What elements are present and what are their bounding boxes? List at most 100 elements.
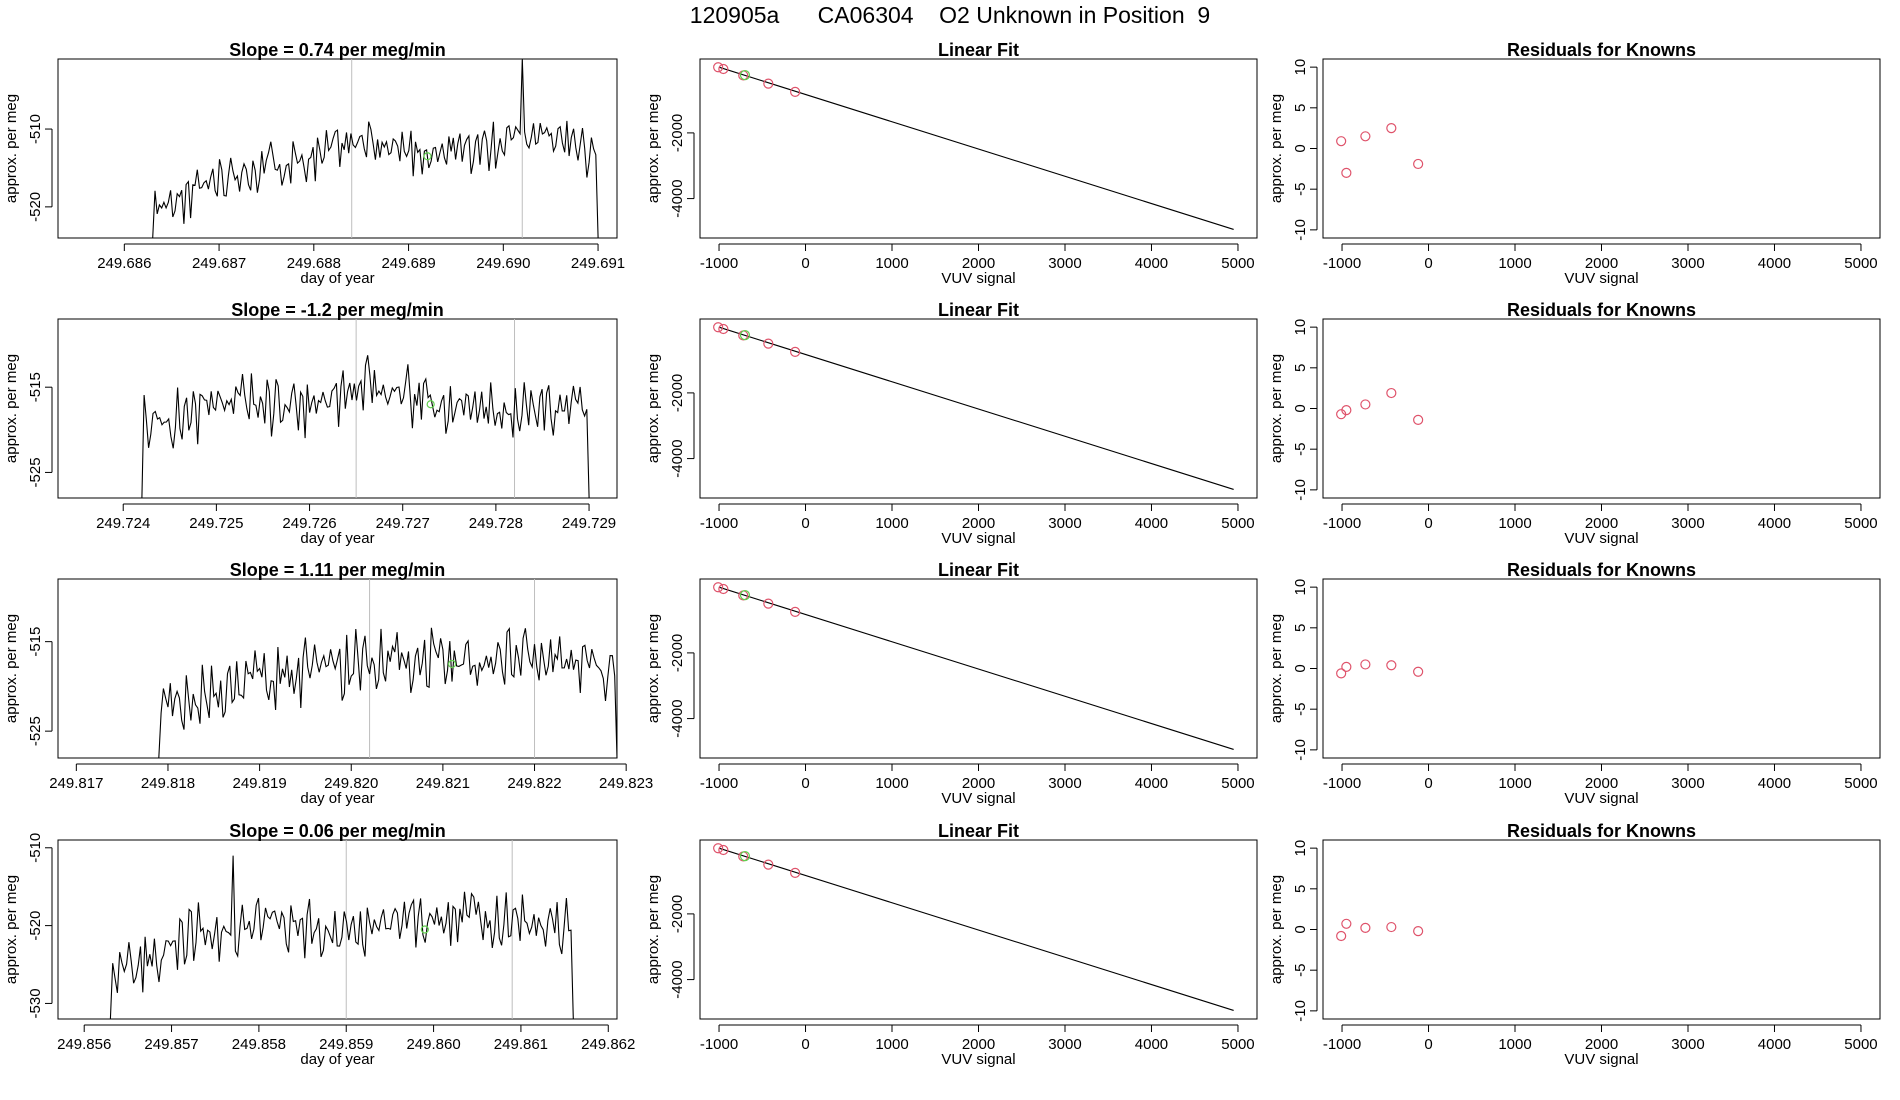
fit-3-y-tick-label: -4000	[669, 699, 686, 737]
timeseries-1-y-tick-label: -510	[27, 114, 44, 144]
timeseries-2-unknown-marker	[426, 400, 435, 409]
fit-3-x-axis-label: VUV signal	[941, 790, 1015, 807]
residuals-2-y-tick-label: 0	[1292, 404, 1309, 412]
timeseries-3-y-tick-label: -525	[27, 716, 44, 746]
timeseries-1-series-line	[152, 58, 599, 239]
fit-2-known-point	[713, 322, 724, 333]
residuals-2-x-tick-label: -1000	[1323, 515, 1361, 532]
fit-1-x-tick-label: 0	[801, 255, 809, 272]
timeseries-4-x-tick-label: 249.862	[581, 1036, 635, 1053]
residuals-2-x-tick-label: 0	[1424, 515, 1432, 532]
residuals-1-y-axis-label: approx. per meg	[1268, 94, 1285, 203]
fit-3-plot-frame	[699, 578, 1258, 759]
timeseries-4-x-tick-label: 249.857	[144, 1036, 198, 1053]
residuals-1-x-tick-label: 3000	[1671, 255, 1704, 272]
timeseries-3-y-axis-label: approx. per meg	[3, 614, 20, 723]
fit-4-x-tick-label: 5000	[1221, 1036, 1254, 1053]
residuals-1-y-tick-label: 0	[1292, 144, 1309, 152]
fit-4-y-tick-label: -2000	[669, 895, 686, 933]
timeseries-4-x-tick-label: 249.861	[494, 1036, 548, 1053]
fit-1-y-axis-label: approx. per meg	[645, 94, 662, 203]
fit-4-x-tick-label: 4000	[1135, 1036, 1168, 1053]
residuals-2-y-tick-label: 5	[1292, 364, 1309, 372]
fit-1-known-point	[763, 78, 774, 89]
residuals-1-x-tick-label: 5000	[1844, 255, 1877, 272]
residuals-4-x-tick-label: -1000	[1323, 1036, 1361, 1053]
timeseries-2-y-tick-label: -525	[27, 457, 44, 487]
fit-1-x-tick-label: 5000	[1221, 255, 1254, 272]
timeseries-1-unknown-marker	[423, 152, 432, 161]
timeseries-1-y-tick-label: -520	[27, 192, 44, 222]
residuals-1-residual-point	[1360, 131, 1371, 142]
residuals-1-x-tick-label: 2000	[1585, 255, 1618, 272]
timeseries-1-x-tick-label: 249.687	[192, 255, 246, 272]
residuals-2-residual-point	[1341, 405, 1352, 416]
fit-4-known-point	[790, 867, 801, 878]
page-title: 120905a CA06304 O2 Unknown in Position 9	[689, 2, 1211, 28]
residuals-1-y-tick-label: -5	[1292, 183, 1309, 196]
fit-4-x-tick-label: 1000	[875, 1036, 908, 1053]
timeseries-2-plot-frame	[57, 318, 618, 499]
fit-4-x-tick-label: 2000	[962, 1036, 995, 1053]
residuals-3-plot-frame	[1322, 578, 1881, 759]
residuals-1-title: Residuals for Knowns	[1507, 40, 1696, 60]
fit-4-title: Linear Fit	[938, 821, 1019, 841]
fit-2-x-tick-label: 0	[801, 515, 809, 532]
residuals-1-x-tick-label: 1000	[1498, 255, 1531, 272]
residuals-3-y-axis-label: approx. per meg	[1268, 614, 1285, 723]
fit-4-known-point	[718, 844, 729, 856]
timeseries-2-x-tick-label: 249.725	[189, 515, 243, 532]
timeseries-2-x-tick-label: 249.724	[96, 515, 150, 532]
timeseries-4-y-tick-label: -510	[27, 833, 44, 863]
residuals-4-x-tick-label: 2000	[1585, 1036, 1618, 1053]
residuals-2-x-tick-label: 4000	[1758, 515, 1791, 532]
timeseries-4-unknown-marker	[420, 925, 429, 934]
fit-4-plot-frame	[699, 839, 1258, 1020]
fit-2-x-tick-label: 5000	[1221, 515, 1254, 532]
timeseries-4-x-tick-label: 249.856	[57, 1036, 111, 1053]
fit-2-fit-line	[718, 326, 1234, 490]
residuals-3-x-axis-label: VUV signal	[1564, 790, 1638, 807]
residuals-3-x-tick-label: 1000	[1498, 775, 1531, 792]
residuals-3-residual-point	[1336, 668, 1347, 679]
residuals-2-plot-frame	[1322, 318, 1881, 499]
timeseries-3-series-line	[158, 627, 618, 759]
fit-1-x-tick-label: 2000	[962, 255, 995, 272]
fit-2-x-tick-label: 1000	[875, 515, 908, 532]
residuals-4-title: Residuals for Knowns	[1507, 821, 1696, 841]
fit-1-known-point	[718, 63, 729, 75]
timeseries-3-unknown-marker	[447, 659, 457, 669]
residuals-4-residual-point	[1360, 922, 1371, 933]
residuals-3-residual-point	[1413, 666, 1424, 677]
residuals-2-residual-point	[1386, 387, 1397, 399]
timeseries-4-x-tick-label: 249.860	[406, 1036, 460, 1053]
timeseries-2-x-tick-label: 249.727	[376, 515, 430, 532]
residuals-3-x-tick-label: -1000	[1323, 775, 1361, 792]
timeseries-4-series-line	[109, 855, 574, 1020]
fit-1-y-tick-label: -2000	[669, 114, 686, 152]
fit-3-known-point	[713, 582, 724, 593]
fit-3-x-tick-label: 0	[801, 775, 809, 792]
fit-2-known-point	[763, 338, 774, 349]
timeseries-3-x-tick-label: 249.818	[141, 775, 195, 792]
residuals-3-title: Residuals for Knowns	[1507, 560, 1696, 580]
fit-3-x-tick-label: 1000	[875, 775, 908, 792]
fit-4-known-point	[713, 843, 724, 854]
fit-2-plot-frame	[699, 318, 1258, 499]
fit-3-y-axis-label: approx. per meg	[645, 614, 662, 723]
fit-1-x-tick-label: 4000	[1135, 255, 1168, 272]
timeseries-3-x-tick-label: 249.819	[232, 775, 286, 792]
residuals-4-residual-point	[1386, 921, 1397, 933]
timeseries-1-x-tick-label: 249.688	[287, 255, 341, 272]
timeseries-3-x-axis-label: day of year	[300, 790, 374, 807]
fit-2-unknown-point	[739, 329, 751, 341]
fit-1-x-tick-label: 1000	[875, 255, 908, 272]
fit-3-x-tick-label: 2000	[962, 775, 995, 792]
residuals-2-x-tick-label: 5000	[1844, 515, 1877, 532]
fit-1-plot-frame	[699, 58, 1258, 239]
fit-4-known-point	[763, 859, 774, 870]
fit-1-x-tick-label: 3000	[1048, 255, 1081, 272]
timeseries-2-series-line	[141, 355, 590, 499]
fit-3-fit-line	[718, 586, 1234, 750]
timeseries-4-plot-frame	[57, 839, 618, 1020]
